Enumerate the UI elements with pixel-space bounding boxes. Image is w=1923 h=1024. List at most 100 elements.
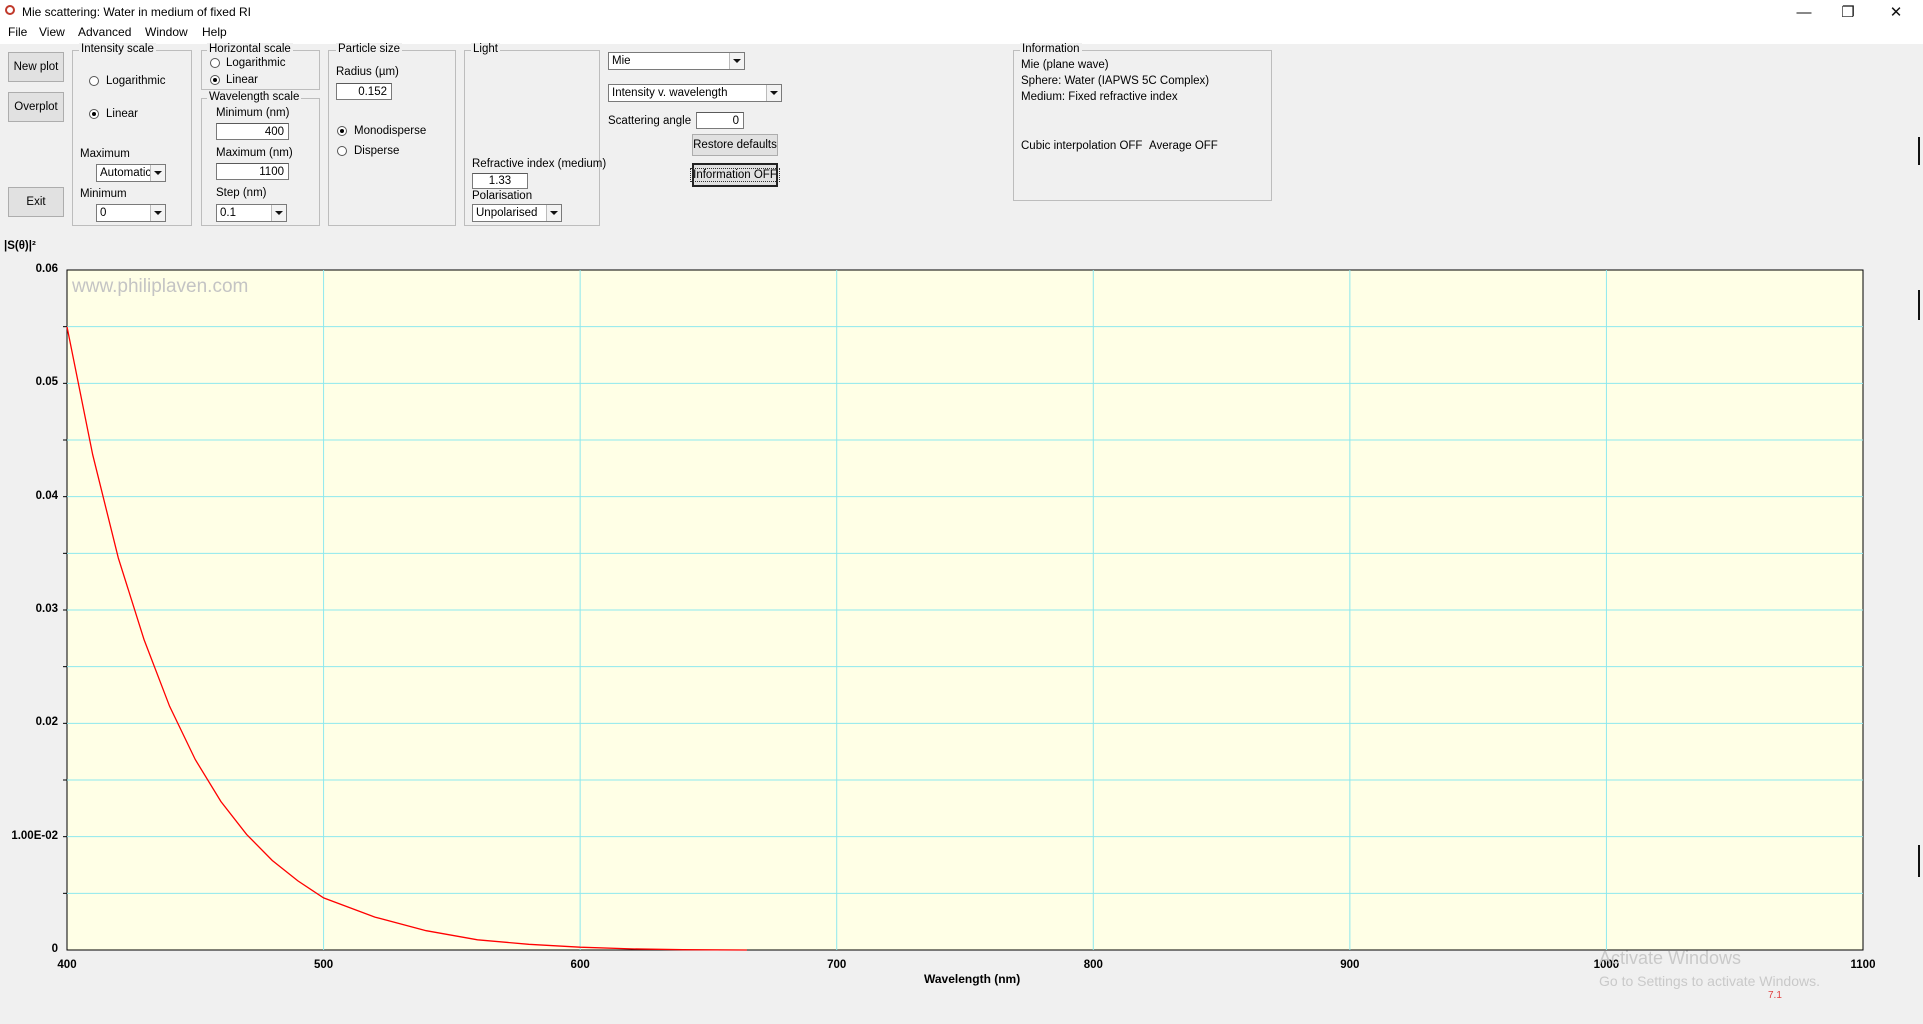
splitter-mark: [1918, 137, 1920, 165]
x-tick-label: 500: [313, 959, 334, 971]
refractive-index-label: Refractive index (medium): [472, 158, 607, 170]
version-label: 7.1: [1768, 990, 1782, 1001]
horizontal-linear-radio[interactable]: [210, 75, 220, 85]
wavelength-step-value: 0.1: [220, 207, 236, 219]
menu-file[interactable]: File: [8, 25, 28, 39]
menu-advanced[interactable]: Advanced: [78, 25, 132, 39]
scattering-angle-input[interactable]: 0: [696, 112, 744, 129]
maximum-value: Automatic: [100, 167, 150, 179]
activate-windows-title: Activate Windows: [1599, 948, 1742, 968]
monodisperse-radio[interactable]: [337, 126, 347, 136]
menu-window[interactable]: Window: [145, 25, 188, 39]
y-tick-label: 0.02: [35, 716, 58, 729]
chevron-down-icon: [729, 53, 744, 69]
maximum-label: Maximum: [80, 148, 130, 160]
y-tick-label: 1.00E-02: [11, 829, 58, 842]
wavelength-minimum-input[interactable]: 400: [216, 123, 289, 140]
information-off-button[interactable]: Information OFF: [690, 163, 780, 187]
restore-button[interactable]: ❐: [1826, 0, 1870, 24]
chevron-down-icon: [766, 85, 781, 101]
horizontal-linear-label: Linear: [226, 74, 258, 86]
information-title: Information: [1020, 43, 1082, 55]
wavelength-step-select[interactable]: 0.1: [216, 204, 287, 222]
light-title: Light: [471, 43, 500, 55]
wavelength-minimum-label: Minimum (nm): [216, 107, 290, 119]
polarisation-select[interactable]: Unpolarised: [472, 204, 562, 222]
y-axis-label: |S(θ)|²: [4, 240, 36, 252]
disperse-label: Disperse: [354, 145, 400, 157]
intensity-linear-label: Linear: [106, 108, 138, 120]
series-curve: [66, 326, 747, 951]
information-line-3: Medium: Fixed refractive index: [1021, 91, 1178, 103]
minimize-icon: —: [1796, 3, 1812, 21]
light-group: [464, 50, 600, 226]
disperse-radio[interactable]: [337, 146, 347, 156]
horizontal-logarithmic-radio[interactable]: [210, 58, 220, 68]
plot-type-value: Intensity v. wavelength: [612, 87, 728, 99]
wavelength-maximum-label: Maximum (nm): [216, 147, 293, 159]
y-tick-label: 0.04: [35, 489, 58, 502]
intensity-scale-title: Intensity scale: [79, 43, 156, 55]
y-tick-label: 0.05: [35, 376, 58, 389]
x-tick-label: 1000: [1593, 959, 1620, 971]
activate-windows-subtitle: Go to Settings to activate Windows.: [1599, 973, 1820, 989]
intensity-logarithmic-radio[interactable]: [89, 76, 99, 86]
maximum-select[interactable]: Automatic: [96, 164, 166, 182]
radius-label: Radius (µm): [336, 66, 399, 78]
model-select[interactable]: Mie: [608, 52, 745, 70]
information-off-label: Information OFF: [690, 168, 780, 182]
close-button[interactable]: ✕: [1874, 0, 1918, 24]
menu-help[interactable]: Help: [202, 25, 227, 39]
x-tick-label: 700: [827, 959, 847, 971]
y-tick-label: 0: [51, 943, 58, 955]
watermark: www.philiplaven.com: [72, 276, 249, 297]
polarisation-label: Polarisation: [472, 190, 533, 202]
scattering-angle-label: Scattering angle: [608, 115, 692, 127]
window-title: Mie scattering: Water in medium of fixed…: [22, 5, 251, 19]
splitter-mark: [1918, 290, 1920, 320]
x-tick-label: 900: [1340, 959, 1360, 971]
overplot-button[interactable]: Overplot: [8, 92, 64, 122]
minimize-button[interactable]: —: [1782, 0, 1826, 24]
minimum-select[interactable]: 0: [96, 204, 166, 222]
radius-input[interactable]: 0.152: [336, 83, 392, 100]
x-tick-label: 800: [1083, 959, 1103, 971]
new-plot-button[interactable]: New plot: [8, 52, 64, 82]
information-group: [1013, 50, 1272, 201]
average-status: Average OFF: [1149, 140, 1218, 152]
minimum-value: 0: [100, 207, 107, 219]
exit-button[interactable]: Exit: [8, 187, 64, 217]
polarisation-value: Unpolarised: [476, 207, 538, 219]
chevron-down-icon: [546, 205, 561, 221]
wavelength-maximum-input[interactable]: 1100: [216, 163, 289, 180]
minimum-label: Minimum: [80, 188, 127, 200]
x-axis-label: Wavelength (nm): [924, 972, 1021, 986]
app-icon[interactable]: [5, 5, 15, 15]
intensity-linear-radio[interactable]: [89, 109, 99, 119]
cubic-interpolation-status: Cubic interpolation OFF: [1021, 140, 1143, 152]
chevron-down-icon: [271, 205, 286, 221]
x-tick-label: 1100: [1850, 959, 1876, 971]
restore-defaults-button[interactable]: Restore defaults: [692, 134, 778, 156]
menu-view[interactable]: View: [39, 25, 65, 39]
monodisperse-label: Monodisperse: [354, 125, 427, 137]
intensity-logarithmic-label: Logarithmic: [106, 75, 166, 87]
particle-size-title: Particle size: [336, 43, 402, 55]
restore-icon: ❐: [1841, 4, 1855, 21]
information-line-2: Sphere: Water (IAPWS 5C Complex): [1021, 75, 1210, 87]
plot-type-select[interactable]: Intensity v. wavelength: [608, 84, 782, 102]
wavelength-scale-title: Wavelength scale: [207, 91, 302, 103]
title-bar: [0, 0, 1923, 24]
wavelength-step-label: Step (nm): [216, 187, 267, 199]
y-tick-label: 0.03: [35, 603, 58, 615]
refractive-index-input[interactable]: 1.33: [472, 173, 528, 189]
horizontal-scale-title: Horizontal scale: [207, 43, 293, 55]
chevron-down-icon: [150, 165, 165, 181]
y-tick-label: 0.06: [35, 263, 58, 275]
horizontal-logarithmic-label: Logarithmic: [226, 57, 286, 69]
chevron-down-icon: [150, 205, 165, 221]
close-icon: ✕: [1889, 4, 1903, 21]
x-tick-label: 600: [570, 959, 590, 971]
x-tick-label: 400: [57, 959, 77, 971]
